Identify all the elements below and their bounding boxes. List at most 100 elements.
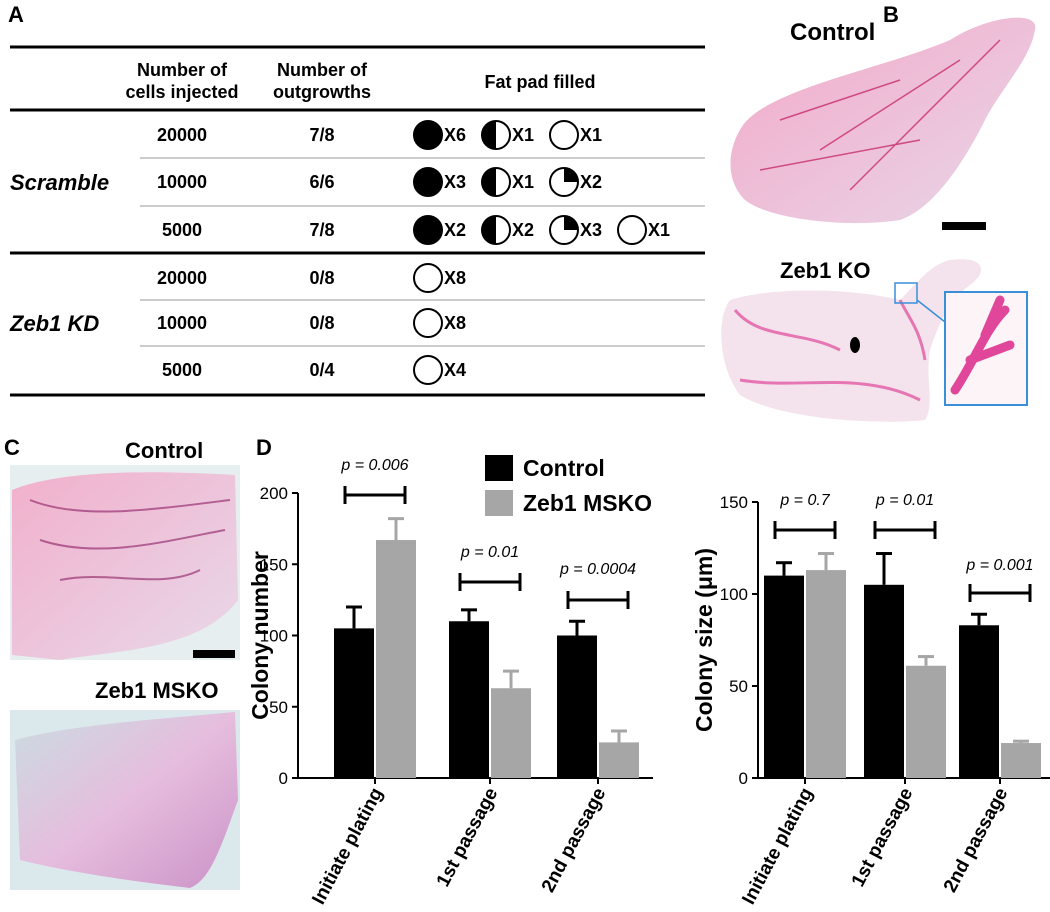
fill-icon [413,167,443,197]
fill-count: X3 [444,172,466,192]
fill-count: X8 [444,313,466,333]
bar [334,628,374,778]
fill-count: X2 [444,220,466,240]
fill-icon [413,215,443,245]
fill-count: X2 [580,172,602,192]
x-tick-label: 1st passage [433,784,503,890]
y-tick-label: 0 [279,769,288,788]
fill-icon [617,215,647,245]
icon-outline [413,215,443,245]
fill-count: X1 [580,125,602,145]
fill-count: X1 [512,172,534,192]
bar [557,635,597,778]
outgrowth-count: 7/8 [309,125,334,145]
p-value: p = 0.01 [875,492,934,509]
bar [491,688,531,778]
fill-icon [413,263,443,293]
legend-swatch [485,490,513,516]
y-tick-label: 200 [260,484,288,503]
p-value: p = 0.7 [779,492,830,509]
y-axis-label: Colony number [247,551,273,720]
outgrowth-count: 0/8 [309,268,334,288]
panel-letter: A [8,2,24,27]
y-tick-label: 100 [720,585,748,604]
x-tick-label: 1st passage [848,784,918,890]
column-header: cells injected [125,82,238,102]
icon-outline [413,263,443,293]
group-label: Zeb1 KD [9,311,99,336]
y-tick-label: 150 [260,555,288,574]
fill-icon [481,120,511,150]
group-label: Scramble [10,170,109,195]
tissue-image [730,17,1036,230]
fill-count: X6 [444,125,466,145]
outgrowth-count: 6/6 [309,172,334,192]
fill-icon [549,120,579,150]
tissue-image [721,259,1028,422]
image-title: Control [125,438,203,463]
x-tick-label: Initiate plating [738,784,817,908]
tissue-image [10,710,240,890]
outgrowth-count: 0/8 [309,313,334,333]
p-value: p = 0.01 [460,544,519,561]
image-title: Zeb1 KO [780,258,870,283]
legend-label: Control [523,455,605,481]
significance-bracket [343,486,407,504]
icon-half [482,121,496,149]
icon-outline [549,120,579,150]
fill-icon [413,355,443,385]
image-title: Zeb1 MSKO [95,678,218,703]
bar [1001,743,1041,778]
cell-count: 10000 [157,313,207,333]
bar [864,584,904,778]
cell-count: 20000 [157,268,207,288]
fill-icon [481,167,511,197]
y-tick-label: 150 [720,493,748,512]
bar [764,575,804,778]
legend-swatch [485,455,513,481]
tissue-image [10,465,240,660]
fill-count: X1 [648,220,670,240]
icon-half [482,216,496,244]
panel-letter: B [883,2,899,27]
icon-outline [413,355,443,385]
table-rules [10,45,705,397]
y-axis-label: Colony size (μm) [691,548,717,732]
icon-quarter [564,168,578,182]
y-tick-label: 0 [739,769,748,788]
x-tick-label: Initiate plating [308,784,387,908]
icon-outline [413,167,443,197]
icon-quarter [564,216,578,230]
bar [449,621,489,778]
column-header: Number of [137,60,228,80]
p-value: p = 0.006 [340,457,408,474]
x-tick-label: 2nd passage [538,784,611,895]
x-tick-label: 2nd passage [940,784,1013,895]
icon-half [482,168,496,196]
fill-count: X2 [512,220,534,240]
column-header: Fat pad filled [484,72,595,92]
cell-count: 10000 [157,172,207,192]
significance-bracket [566,591,630,609]
fill-count: X4 [444,360,466,380]
panel-letter: D [256,435,272,460]
cell-count: 5000 [162,220,202,240]
bar [806,570,846,778]
fill-count: X1 [512,125,534,145]
fill-icon [549,215,579,245]
fill-icon [549,167,579,197]
p-value: p = 0.001 [965,557,1033,574]
bar [906,665,946,778]
icon-outline [413,308,443,338]
fill-icon [413,120,443,150]
cell-count: 20000 [157,125,207,145]
icon-outline [617,215,647,245]
significance-bracket [873,521,937,539]
outgrowth-count: 7/8 [309,220,334,240]
y-tick-label: 100 [260,627,288,646]
p-value: p = 0.0004 [559,561,636,578]
cell-count: 5000 [162,360,202,380]
bar [599,742,639,778]
